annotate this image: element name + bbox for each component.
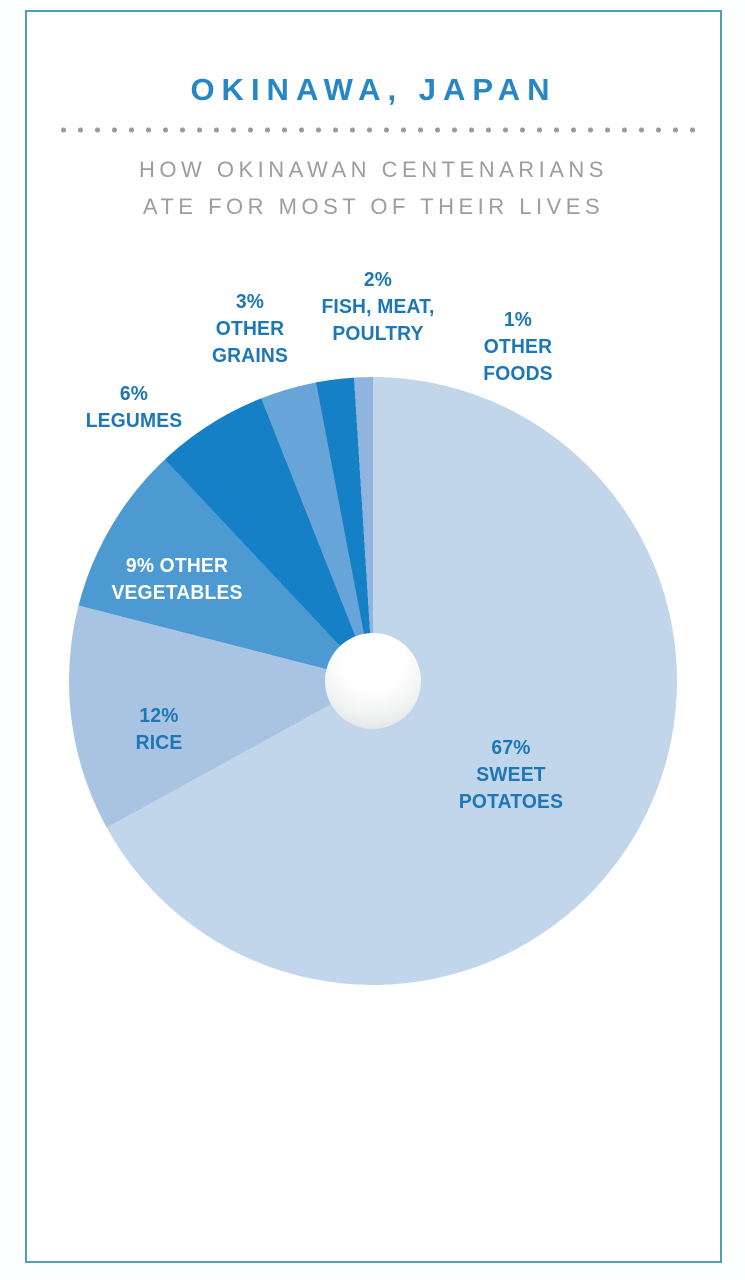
label-other-foods-pct: 1%	[503, 308, 533, 331]
label-other-foods: 1% OTHER FOODS	[483, 306, 552, 387]
label-other-vegetables-pct: 9% OTHER	[125, 554, 229, 577]
label-other-vegetables: 9% OTHER VEGETABLES	[111, 552, 242, 606]
label-sweet-potatoes-line2: SWEET	[476, 763, 546, 786]
label-legumes-line2: LEGUMES	[85, 409, 183, 432]
label-rice: 12% RICE	[136, 702, 183, 756]
label-other-grains: 3% OTHER GRAINS	[212, 288, 288, 369]
infographic-card: OKINAWA, JAPAN HOW OKINAWAN CENTENARIANS…	[25, 10, 722, 1263]
page-title: OKINAWA, JAPAN	[190, 72, 557, 107]
label-other-grains-pct: 3%	[235, 290, 265, 313]
label-other-foods-line2: OTHER	[483, 335, 553, 358]
label-fish-meat-poultry-line2: FISH, MEAT,	[321, 295, 435, 318]
label-fish-meat-poultry-line3: POULTRY	[332, 322, 424, 345]
subtitle-line-2: ATE FOR MOST OF THEIR LIVES	[142, 194, 605, 219]
label-rice-pct: 12%	[139, 704, 179, 727]
subtitle-line-1: HOW OKINAWAN CENTENARIANS	[138, 157, 608, 182]
label-legumes: 6% LEGUMES	[86, 380, 183, 434]
donut-hole	[325, 633, 421, 729]
label-other-foods-line3: FOODS	[483, 362, 553, 385]
label-fish-meat-poultry-pct: 2%	[363, 268, 393, 291]
subtitle: HOW OKINAWAN CENTENARIANS ATE FOR MOST O…	[27, 151, 720, 225]
label-other-vegetables-line2: VEGETABLES	[111, 581, 243, 604]
label-legumes-pct: 6%	[119, 382, 149, 405]
dotted-divider	[55, 126, 695, 134]
label-sweet-potatoes-line3: POTATOES	[458, 790, 564, 813]
label-other-grains-line2: OTHER	[215, 317, 285, 340]
label-sweet-potatoes-pct: 67%	[491, 736, 531, 759]
label-other-grains-line3: GRAINS	[211, 344, 289, 367]
label-rice-line2: RICE	[135, 731, 183, 754]
label-fish-meat-poultry: 2% FISH, MEAT, POULTRY	[321, 266, 434, 347]
label-sweet-potatoes: 67% SWEET POTATOES	[459, 734, 563, 815]
